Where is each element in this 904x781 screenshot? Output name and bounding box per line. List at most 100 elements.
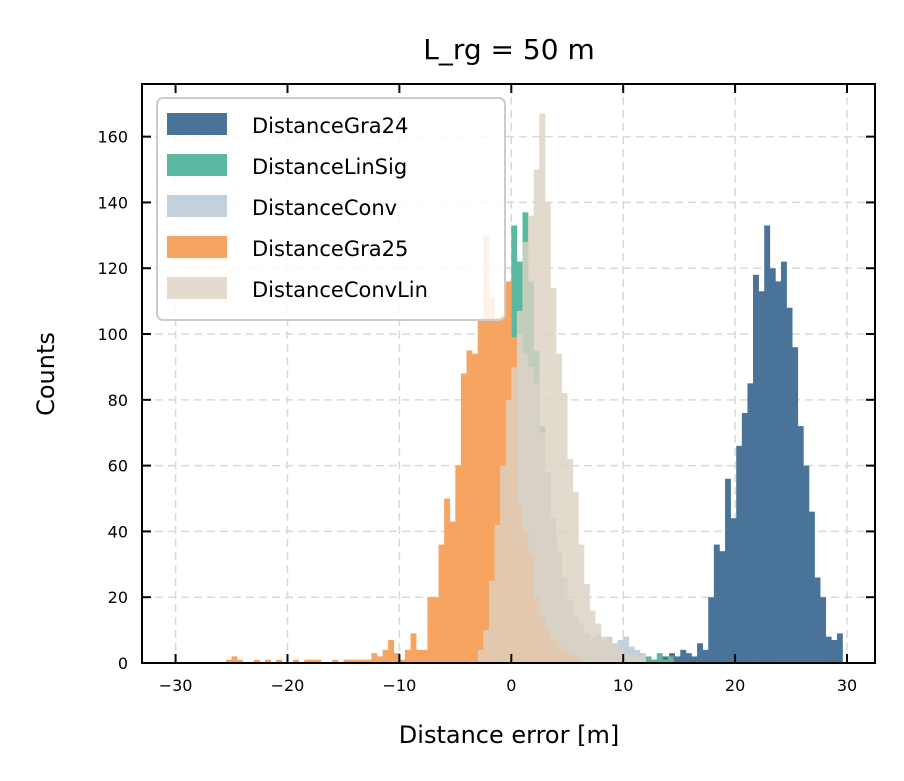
- histogram-bar: [477, 320, 484, 663]
- histogram-bar: [639, 653, 646, 663]
- histogram-bar: [449, 521, 456, 663]
- legend-swatch: [167, 195, 227, 217]
- histogram-bar: [377, 656, 383, 663]
- histogram-bar: [639, 659, 646, 663]
- histogram-bar: [612, 643, 618, 663]
- histogram-bar: [500, 465, 507, 663]
- histogram-bar: [416, 649, 423, 663]
- series-DistanceConvLin: [477, 113, 646, 663]
- histogram-bar: [685, 653, 692, 663]
- histogram-bar: [511, 366, 518, 663]
- histogram-bar: [764, 225, 771, 664]
- histogram-bar: [477, 649, 484, 663]
- histogram-bar: [808, 511, 815, 663]
- histogram-bar: [432, 597, 439, 663]
- x-tick-label: 10: [613, 676, 633, 695]
- histogram-bar: [253, 659, 260, 663]
- x-tick-label: −10: [383, 676, 417, 695]
- histogram-bar: [544, 202, 551, 663]
- histogram-bar: [494, 524, 501, 663]
- histogram-bar: [634, 649, 641, 663]
- histogram-bar: [332, 659, 339, 663]
- y-tick-label: 120: [97, 259, 128, 278]
- y-tick-label: 160: [97, 128, 128, 147]
- histogram-bar: [349, 659, 355, 663]
- histogram-bar: [528, 215, 534, 663]
- legend-label: DistanceLinSig: [252, 155, 407, 179]
- histogram-bar: [382, 649, 389, 663]
- histogram-bar: [237, 659, 244, 663]
- legend-label: DistanceGra24: [252, 114, 408, 138]
- histogram-bar: [836, 633, 843, 663]
- histogram-bar: [820, 597, 827, 663]
- histogram-bar: [775, 281, 782, 663]
- histogram-bar: [780, 261, 787, 663]
- histogram-bar: [494, 317, 501, 663]
- histogram-bar: [522, 241, 529, 663]
- histogram-bar: [472, 353, 479, 663]
- legend-label: DistanceConv: [252, 196, 397, 220]
- histogram-bar: [803, 465, 810, 663]
- histogram-bar: [645, 656, 652, 663]
- histogram-bar: [421, 649, 428, 663]
- histogram-bar: [304, 659, 311, 663]
- histogram-bar: [831, 639, 838, 663]
- histogram-bar: [404, 649, 411, 663]
- histogram-bar: [309, 659, 316, 663]
- y-tick-label: 140: [97, 193, 128, 212]
- histogram-bar: [584, 584, 590, 663]
- legend-swatch: [167, 113, 227, 135]
- histogram-bar: [667, 656, 674, 663]
- legend-box: [156, 97, 506, 321]
- histogram-bar: [315, 659, 322, 663]
- histogram-bar: [567, 459, 574, 663]
- histogram-bar: [753, 274, 759, 663]
- histogram-bar: [488, 580, 495, 663]
- histogram-bar: [365, 659, 372, 663]
- legend-swatch: [167, 277, 227, 299]
- histogram-bar: [617, 649, 624, 663]
- legend-label: DistanceConvLin: [252, 278, 428, 302]
- histogram-bar: [656, 653, 663, 663]
- x-tick-label: 30: [837, 676, 857, 695]
- histogram-bar: [578, 544, 585, 663]
- histogram-bars: [225, 113, 843, 664]
- histogram-bar: [572, 491, 579, 663]
- legend-swatch: [167, 236, 227, 258]
- axis-ticks: −30 −20 −10 0 10 20 30 0 20 40 60 80 100 120 140 160: [97, 84, 875, 695]
- y-tick-label: 100: [97, 325, 128, 344]
- histogram-bar: [561, 393, 568, 663]
- histogram-bar: [674, 656, 681, 663]
- histogram-bar: [595, 623, 602, 663]
- histogram-bar: [539, 113, 546, 663]
- histogram-bar: [697, 643, 703, 663]
- histogram-bar: [293, 659, 299, 663]
- histogram-bar: [792, 347, 799, 663]
- histogram-bar: [708, 597, 715, 663]
- histogram-bar: [741, 412, 748, 663]
- histogram-bar: [360, 659, 367, 663]
- y-tick-label: 40: [108, 522, 128, 541]
- histogram-bar: [786, 307, 793, 663]
- histogram-bar: [719, 551, 726, 663]
- histogram-bar: [444, 498, 451, 663]
- histogram-bar: [427, 597, 434, 663]
- x-axis-label: Distance error [m]: [399, 721, 619, 749]
- histogram-bar: [438, 544, 445, 663]
- x-tick-label: −30: [159, 676, 193, 695]
- histogram-bar: [371, 653, 378, 663]
- histogram-bar: [606, 639, 613, 663]
- histogram-bar: [410, 633, 417, 663]
- histogram-bar: [662, 659, 669, 663]
- y-tick-label: 0: [118, 654, 128, 673]
- legend-swatch: [167, 154, 227, 176]
- legend-label: DistanceGra25: [252, 237, 408, 261]
- histogram-bar: [702, 649, 709, 663]
- histogram-bar: [393, 653, 400, 663]
- histogram-bar: [550, 287, 557, 663]
- histogram-bar: [488, 297, 495, 663]
- histogram-bar: [516, 310, 523, 663]
- y-tick-label: 60: [108, 457, 128, 476]
- histogram-bar: [758, 291, 765, 663]
